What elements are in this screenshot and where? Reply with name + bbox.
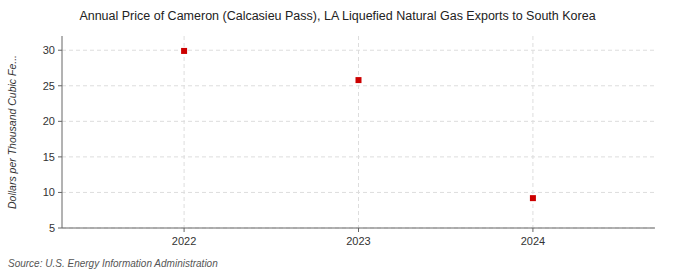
axes: 5 10 15 20 25 30 2022 2023 2024 [43,36,655,247]
y-tick [58,156,62,157]
x-tick-label: 2024 [521,235,545,247]
grid-line-x [184,36,185,228]
x-tick [358,228,359,232]
chart: 5 10 15 20 25 30 2022 2023 2024 Annual Price of C… [0,0,675,275]
y-tick [58,192,62,193]
x-tick-label: 2022 [172,235,196,247]
x-tick-label: 2023 [346,235,370,247]
y-axis-label: Dollars per Thousand Cubic Fe... [6,55,18,209]
y-tick-label: 15 [43,151,55,163]
source: Source: U.S. Energy Information Administ… [8,258,218,269]
points [181,48,536,201]
grid-line-x [358,36,359,228]
point [181,48,187,54]
grid [62,36,655,228]
y-tick [58,228,62,229]
y-axis-line [62,36,63,228]
y-tick [58,85,62,86]
point [530,195,536,201]
y-tick-label: 30 [43,44,55,56]
point [356,77,362,83]
y-tick-label: 25 [43,80,55,92]
title: Annual Price of Cameron (Calcasieu Pass)… [79,9,595,23]
x-tick [532,228,533,232]
x-tick [184,228,185,232]
y-tick-label: 5 [49,222,55,234]
y-tick-label: 10 [43,186,55,198]
y-tick-label: 20 [43,115,55,127]
y-tick [58,50,62,51]
y-tick [58,121,62,122]
